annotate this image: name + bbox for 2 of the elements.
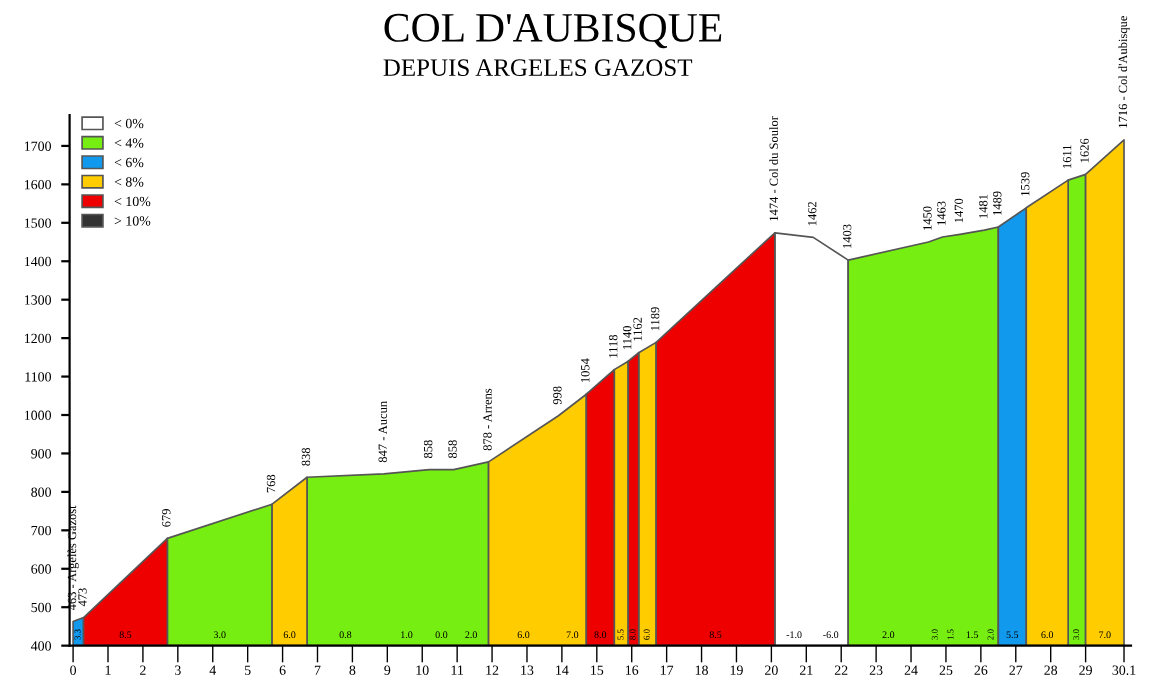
chart-title: COL D'AUBISQUE bbox=[384, 13, 722, 49]
chart-subtitle: DEPUIS ARGELES GAZOST bbox=[383, 59, 693, 77]
